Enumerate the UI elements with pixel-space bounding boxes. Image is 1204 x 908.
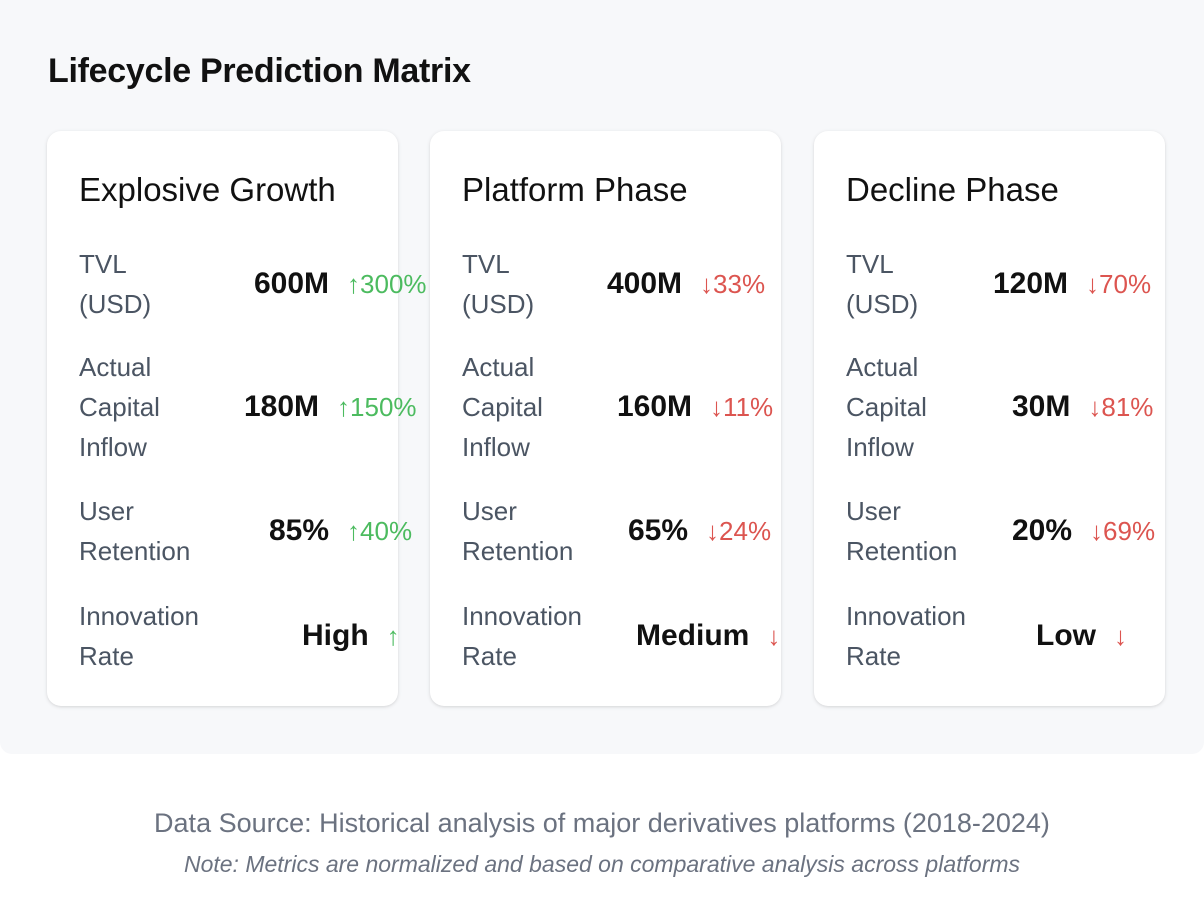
- metric-value-group: Medium ↓: [636, 619, 780, 653]
- metric-value-group: High ↑: [302, 619, 400, 653]
- metric-label-line: Capital: [462, 392, 543, 422]
- metric-value: 30M: [1012, 390, 1071, 423]
- metric-value: Low: [1036, 619, 1096, 652]
- metric-label: Innovation Rate: [79, 596, 199, 676]
- metric-label-line: Inflow: [79, 432, 147, 462]
- card-title: Explosive Growth: [79, 171, 336, 208]
- metric-user-retention: User Retention 20% ↓69%: [846, 491, 1155, 571]
- trend-up-change: ↑150%: [337, 391, 417, 422]
- metric-value-group: 30M ↓81%: [1012, 390, 1153, 424]
- metric-value: 600M: [254, 267, 330, 300]
- card-explosive-growth: Explosive Growth TVL (USD) 600M ↑300% Actual…: [47, 131, 427, 706]
- metric-label: Innovation Rate: [462, 596, 582, 676]
- metric-label: Actual Capital Inflow: [79, 347, 160, 467]
- metric-value: 85%: [269, 514, 330, 547]
- metric-label-line: Capital: [846, 392, 927, 422]
- metric-value-group: 180M ↑150%: [244, 390, 417, 424]
- matrix-panel: Lifecycle Prediction Matrix Explosive Gr…: [47, 52, 1165, 706]
- page-title: Lifecycle Prediction Matrix: [48, 52, 471, 90]
- metric-value-group: Low ↓: [1036, 619, 1127, 653]
- metric-label: TVL (USD): [79, 244, 151, 324]
- metric-label-line: Inflow: [462, 432, 530, 462]
- trend-down-change: ↓: [767, 620, 781, 651]
- trend-down-change: ↓33%: [700, 268, 766, 299]
- metric-label-line: (USD): [846, 289, 919, 319]
- metric-label-line: TVL: [79, 249, 127, 279]
- metric-capital-inflow: Actual Capital Inflow 160M ↓11%: [462, 352, 773, 462]
- metric-value-group: 160M ↓11%: [617, 390, 773, 424]
- metric-tvl: TVL (USD) 400M ↓33%: [462, 244, 765, 324]
- metric-label: TVL (USD): [462, 244, 534, 324]
- metric-value: 400M: [607, 267, 683, 300]
- metric-value: 65%: [628, 514, 689, 547]
- metric-label-line: Rate: [79, 641, 134, 671]
- trend-down-change: ↓69%: [1090, 515, 1156, 546]
- metric-user-retention: User Retention 85% ↑40%: [79, 491, 412, 571]
- trend-up-change: ↑: [386, 620, 400, 651]
- metric-label-line: Actual: [79, 352, 152, 382]
- trend-down-change: ↓24%: [706, 515, 772, 546]
- metric-label-line: Retention: [79, 536, 191, 566]
- trend-up-change: ↑40%: [347, 515, 413, 546]
- metric-user-retention: User Retention 65% ↓24%: [462, 491, 771, 571]
- metric-label-line: (USD): [462, 289, 535, 319]
- metric-capital-inflow: Actual Capital Inflow 180M ↑150%: [79, 352, 417, 462]
- metric-label: User Retention: [462, 491, 573, 571]
- metric-label-line: User: [79, 496, 134, 526]
- metric-value-group: 600M ↑300%: [254, 267, 427, 301]
- metric-innovation-rate: Innovation Rate Low ↓: [846, 596, 1146, 676]
- metric-label: Innovation Rate: [846, 596, 966, 676]
- metric-capital-inflow: Actual Capital Inflow 30M ↓81%: [846, 352, 1153, 462]
- metric-value: 180M: [244, 390, 320, 423]
- metric-value: 160M: [617, 390, 693, 423]
- metric-label-line: Actual: [846, 352, 919, 382]
- metric-tvl: TVL (USD) 600M ↑300%: [79, 244, 427, 324]
- metric-value-group: 65% ↓24%: [628, 514, 771, 548]
- metric-label: User Retention: [79, 491, 190, 571]
- metric-value-group: 85% ↑40%: [269, 514, 412, 548]
- trend-down-change: ↓70%: [1086, 268, 1152, 299]
- metric-value-group: 120M ↓70%: [993, 267, 1151, 301]
- metric-label: Actual Capital Inflow: [462, 347, 543, 467]
- metric-value: 120M: [993, 267, 1069, 300]
- metric-innovation-rate: Innovation Rate High ↑: [79, 596, 400, 676]
- metric-label-line: Actual: [462, 352, 535, 382]
- metric-value-group: 20% ↓69%: [1012, 514, 1155, 548]
- metric-tvl: TVL (USD) 120M ↓70%: [846, 244, 1151, 324]
- metric-label-line: User: [462, 496, 517, 526]
- data-source-text: Data Source: Historical analysis of majo…: [154, 808, 1050, 838]
- metric-value: Medium: [636, 619, 750, 652]
- metric-label: Actual Capital Inflow: [846, 347, 927, 467]
- metric-label-line: Innovation: [846, 601, 966, 631]
- metric-label-line: (USD): [79, 289, 152, 319]
- metric-label-line: Rate: [846, 641, 901, 671]
- metric-value: 20%: [1012, 514, 1073, 547]
- metric-value-group: 400M ↓33%: [607, 267, 765, 301]
- trend-down-change: ↓11%: [710, 391, 774, 422]
- card-platform-phase: Platform Phase TVL (USD) 400M ↓33% Actual Cap…: [430, 131, 781, 706]
- metric-innovation-rate: Innovation Rate Medium ↓: [462, 596, 780, 676]
- metric-label-line: Retention: [846, 536, 958, 566]
- trend-down-change: ↓81%: [1088, 391, 1154, 422]
- metric-label-line: Inflow: [846, 432, 914, 462]
- card-title: Decline Phase: [846, 171, 1059, 208]
- metric-label-line: TVL: [462, 249, 510, 279]
- metric-label-line: Capital: [79, 392, 160, 422]
- trend-up-change: ↑300%: [347, 268, 427, 299]
- metric-label: User Retention: [846, 491, 957, 571]
- metric-label-line: User: [846, 496, 901, 526]
- metric-label-line: Retention: [462, 536, 574, 566]
- metric-label-line: Innovation: [79, 601, 199, 631]
- footnote-text: Note: Metrics are normalized and based o…: [183, 851, 1021, 877]
- metric-label: TVL (USD): [846, 244, 918, 324]
- metric-label-line: TVL: [846, 249, 894, 279]
- metric-label-line: Innovation: [462, 601, 582, 631]
- card-decline-phase: Decline Phase TVL (USD) 120M ↓70% Actual Capi…: [814, 131, 1165, 706]
- metric-label-line: Rate: [462, 641, 517, 671]
- card-title: Platform Phase: [462, 171, 688, 208]
- trend-down-change: ↓: [1114, 620, 1127, 651]
- metric-value: High: [302, 619, 369, 652]
